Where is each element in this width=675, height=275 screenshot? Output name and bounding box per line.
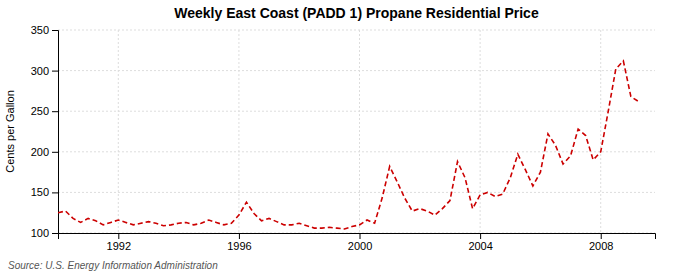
- y-axis-line: [52, 31, 59, 234]
- grid-line-x: [480, 30, 481, 233]
- x-tick: 2008: [589, 233, 613, 252]
- y-axis: 100 150 200 250 300 350: [31, 24, 59, 239]
- y-tick-mark: [52, 111, 58, 112]
- source: Source: U.S. Energy Information Administ…: [8, 260, 218, 271]
- y-axis-title: Cents per Gallon: [4, 90, 16, 173]
- x-tick-label: 1992: [107, 240, 131, 252]
- y-tick: 300: [31, 65, 58, 77]
- y-tick-mark: [52, 152, 58, 153]
- grid: [58, 30, 655, 233]
- x-tick: 2000: [348, 233, 372, 252]
- y-tick: 250: [31, 105, 58, 117]
- grid-line-y: [58, 151, 655, 152]
- x-axis-line: [59, 234, 656, 240]
- y-tick: 150: [31, 186, 58, 198]
- marks: [58, 61, 638, 229]
- x-tick-label: 1996: [227, 240, 251, 252]
- x-tick-label: 2008: [589, 240, 613, 252]
- x-tick-mark: [360, 233, 361, 239]
- y-tick: 350: [31, 24, 58, 36]
- y-tick-mark: [52, 71, 58, 72]
- x-tick-mark: [118, 233, 119, 239]
- y-tick: 200: [31, 146, 58, 158]
- y-tick-mark: [52, 233, 58, 234]
- price-line: [58, 61, 638, 229]
- y-tick: 100: [31, 227, 58, 239]
- grid-line-y: [58, 30, 655, 31]
- x-axis: 1992 1996 2000 2004 2008: [59, 233, 656, 252]
- y-tick-label: 200: [31, 146, 49, 158]
- grid-line-y: [58, 111, 655, 112]
- grid-line-x: [600, 30, 601, 233]
- y-tick-label: 150: [31, 186, 49, 198]
- x-tick-label: 2000: [348, 240, 372, 252]
- y-tick-label: 250: [31, 105, 49, 117]
- grid-line-y: [58, 70, 655, 71]
- x-tick-mark: [480, 233, 481, 239]
- grid-line-x: [359, 30, 360, 233]
- x-tick: 1996: [227, 233, 251, 252]
- x-tick-mark: [239, 233, 240, 239]
- grid-line-y: [58, 192, 655, 193]
- grid-line-x: [238, 30, 239, 233]
- grid-line-x: [118, 30, 119, 233]
- y-tick-mark: [52, 192, 58, 193]
- x-tick: 1992: [107, 233, 131, 252]
- chart: 1992 1996 2000 2004 2008 100 150 200 250 300 350 We…: [0, 0, 675, 275]
- y-tick-label: 300: [31, 65, 49, 77]
- y-tick-label: 100: [31, 227, 49, 239]
- title: Weekly East Coast (PADD 1) Propane Resid…: [174, 5, 539, 21]
- x-tick: 2004: [468, 233, 492, 252]
- x-tick-mark: [601, 233, 602, 239]
- plot: 1992 1996 2000 2004 2008 100 150 200 250 300 350: [31, 24, 656, 252]
- y-tick-mark: [52, 30, 58, 31]
- y-tick-label: 350: [31, 24, 49, 36]
- x-tick-label: 2004: [468, 240, 492, 252]
